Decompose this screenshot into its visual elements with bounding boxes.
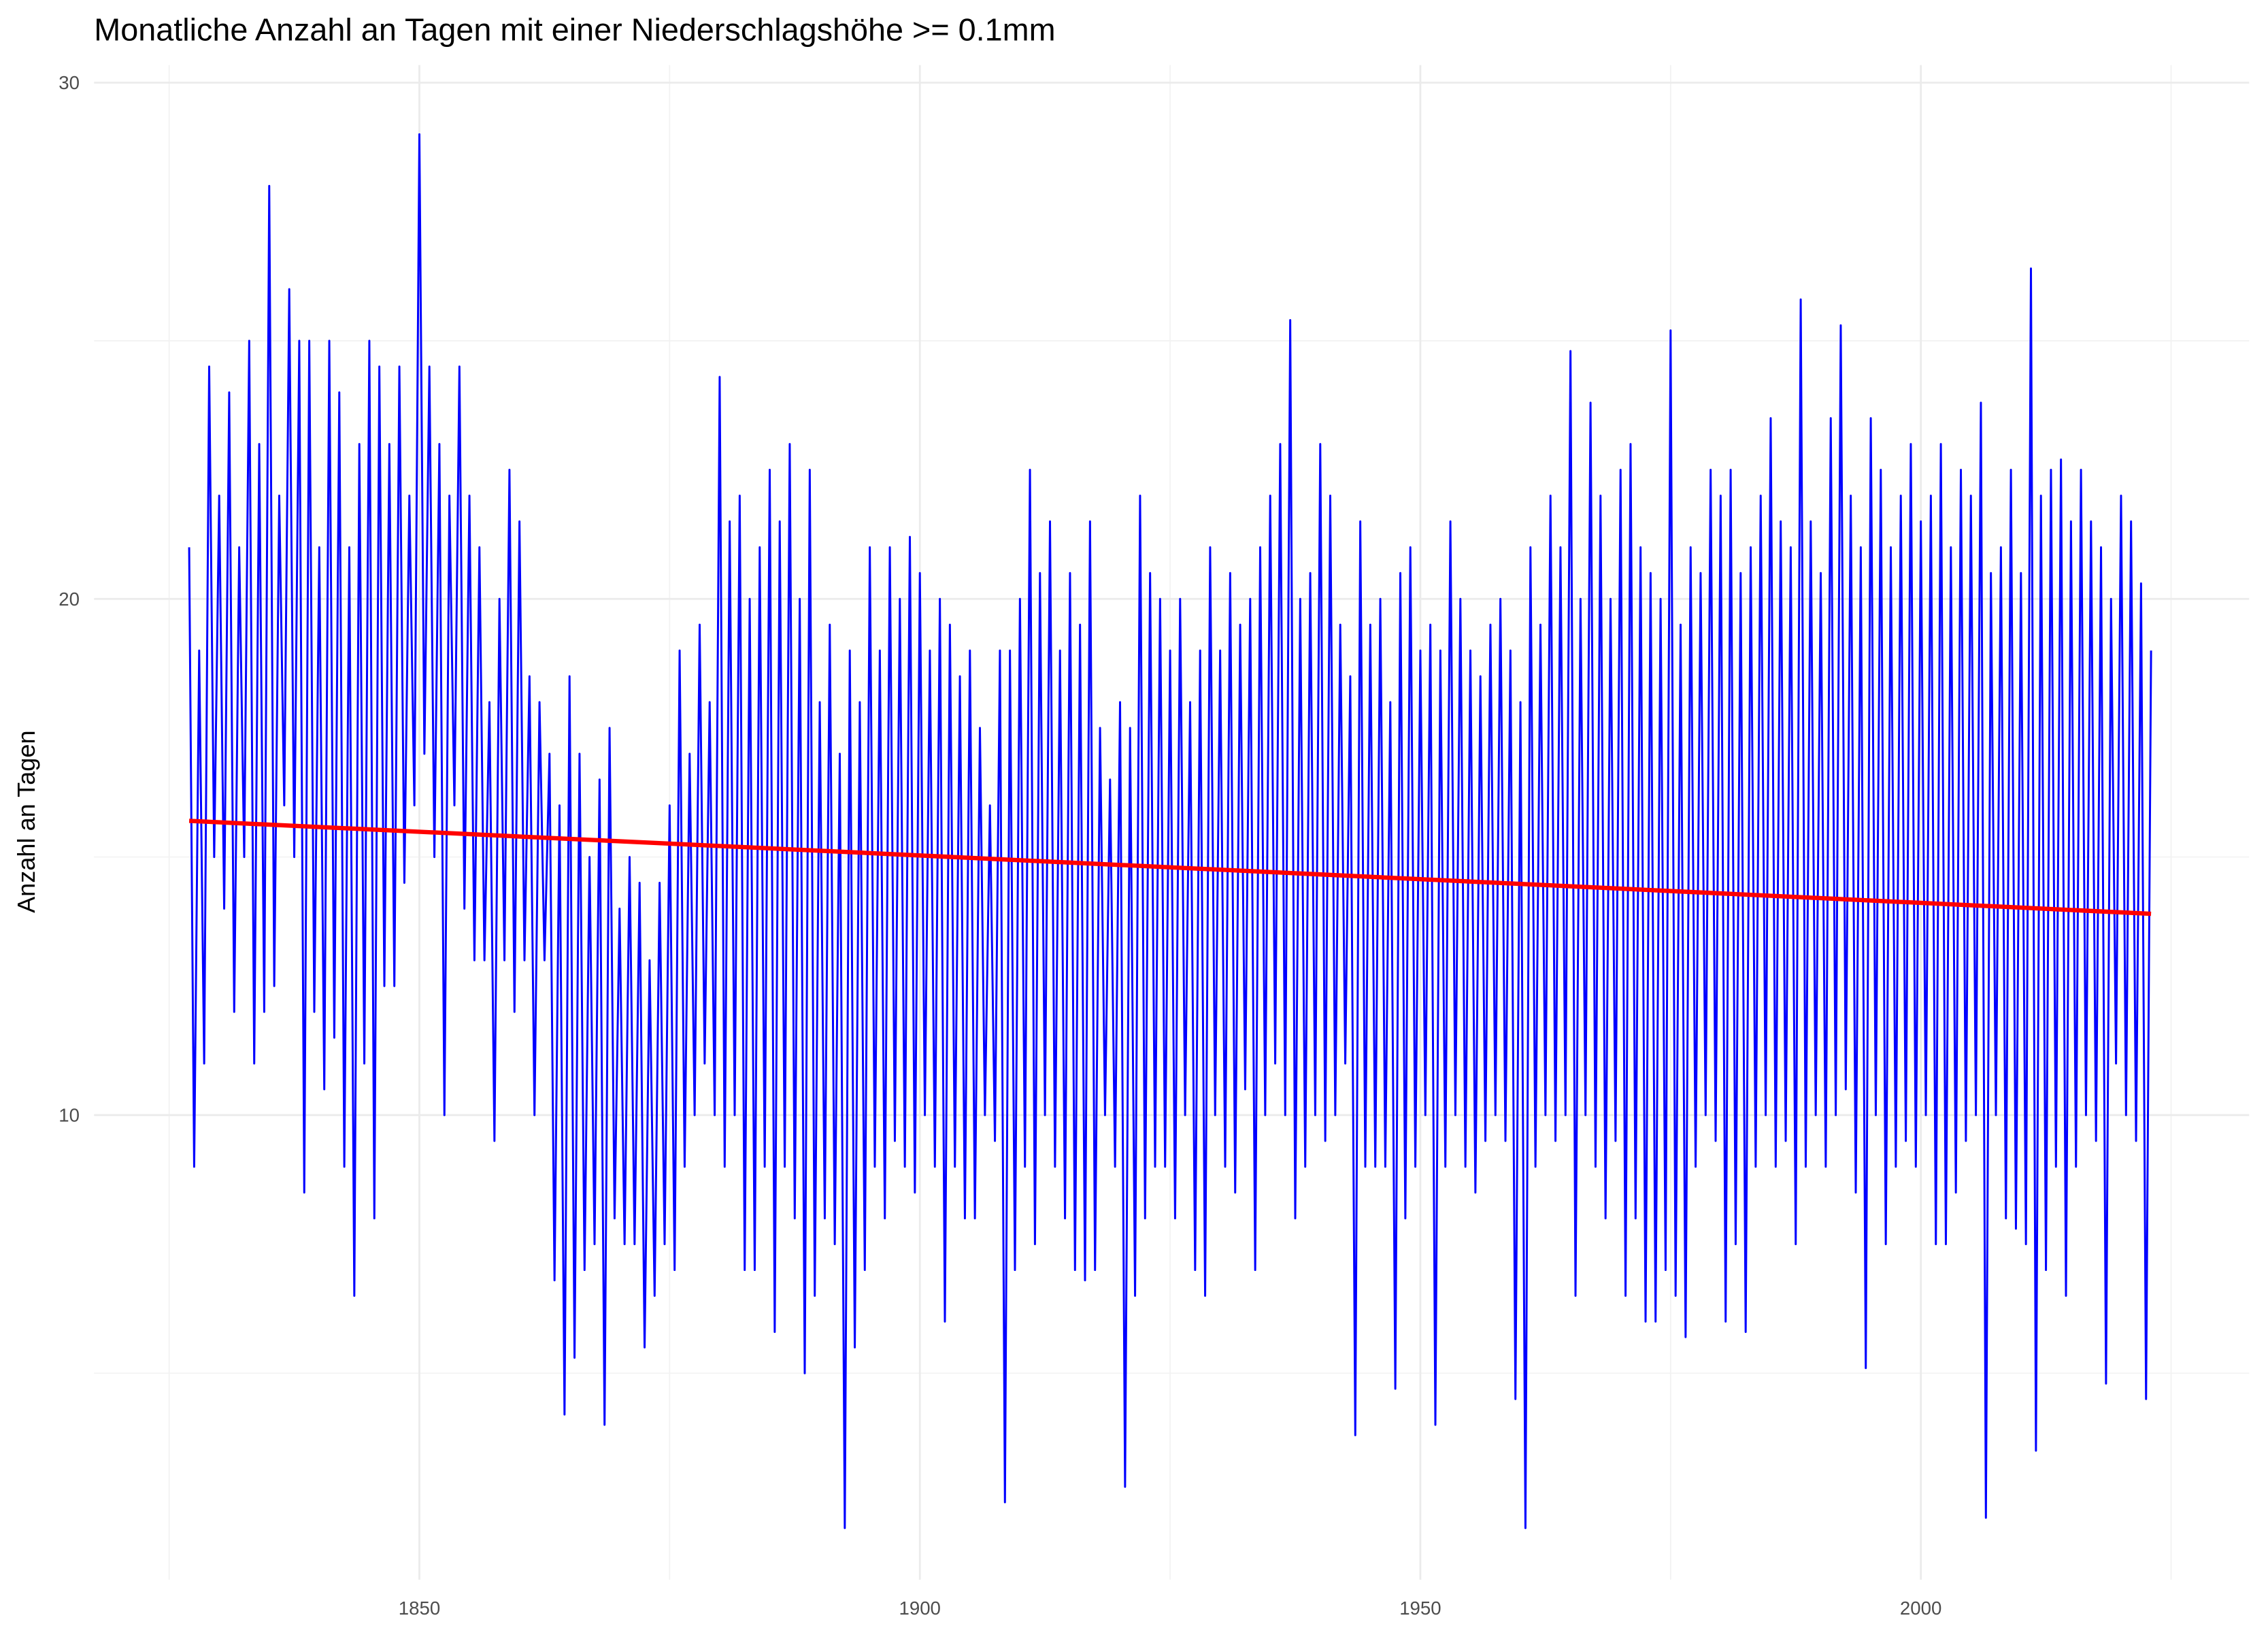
y-tick-label: 20: [59, 589, 80, 610]
trend-line: [188, 819, 2152, 916]
x-tick-label: 1850: [399, 1598, 440, 1619]
x-tick-label: 1950: [1399, 1598, 1441, 1619]
x-tick-label: 2000: [1900, 1598, 1941, 1619]
plot-area: [188, 133, 2152, 1529]
x-tick-label: 1900: [899, 1598, 940, 1619]
data-line: [188, 133, 2152, 1529]
axis-labels: 10 20 30 1850 1900 1950 2000: [59, 72, 1941, 1619]
y-tick-label: 10: [59, 1105, 80, 1126]
y-tick-label: 30: [59, 72, 80, 93]
y-axis-title: Anzahl an Tagen: [12, 730, 40, 912]
chart-title: Monatliche Anzahl an Tagen mit einer Nie…: [94, 12, 1055, 48]
